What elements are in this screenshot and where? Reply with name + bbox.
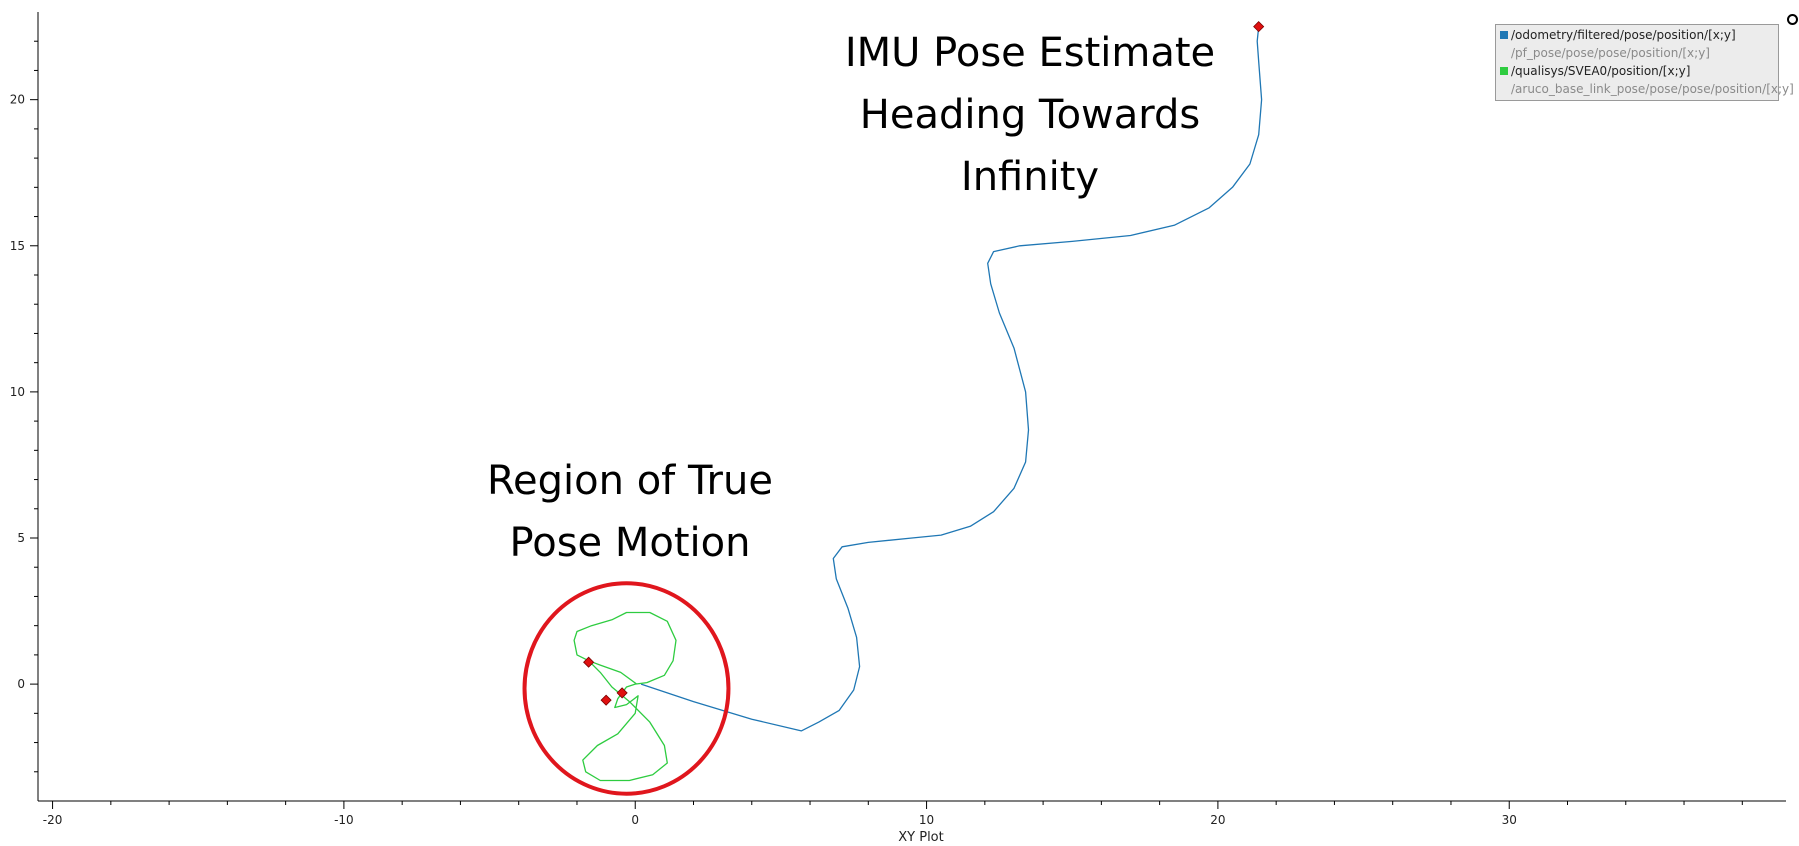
x-axis-ticks: -20 -10 0 10 20 30	[43, 801, 1517, 827]
legend-label-qualisys: /qualisys/SVEA0/position/[x;y]	[1511, 64, 1691, 78]
legend-item-qualisys[interactable]: /qualisys/SVEA0/position/[x;y]	[1496, 62, 1778, 80]
legend-label-odometry: /odometry/filtered/pose/position/[x;y]	[1511, 28, 1736, 42]
annotation-true-pose-line-2: Pose Motion	[510, 520, 751, 566]
diamond-marker	[600, 694, 612, 706]
annotation-true-pose: Region of True Pose Motion	[487, 458, 773, 566]
diamond-marker	[1253, 21, 1265, 33]
legend-label-aruco: /aruco_base_link_pose/pose/pose/position…	[1511, 82, 1794, 96]
legend-item-odometry[interactable]: /odometry/filtered/pose/position/[x;y]	[1496, 26, 1778, 44]
annotation-imu-line-2: Heading Towards	[860, 92, 1200, 138]
x-tick-label: 20	[1210, 813, 1225, 827]
legend-item-pf-pose[interactable]: /pf_pose/pose/pose/position/[x;y]	[1496, 44, 1778, 62]
highlight-circle	[522, 581, 731, 796]
series-line-0	[640, 26, 1263, 732]
y-axis-ticks: 0 5 10 15 20	[10, 93, 38, 691]
legend-label-pf-pose: /pf_pose/pose/pose/position/[x;y]	[1511, 46, 1710, 60]
plot-options-handle-icon[interactable]	[1787, 14, 1798, 25]
legend[interactable]: /odometry/filtered/pose/position/[x;y] /…	[1495, 24, 1794, 101]
y-tick-label: 0	[17, 677, 25, 691]
x-tick-label: 30	[1502, 813, 1517, 827]
series-line-2	[573, 611, 677, 782]
annotation-imu-line-1: IMU Pose Estimate	[845, 30, 1215, 76]
legend-item-aruco[interactable]: /aruco_base_link_pose/pose/pose/position…	[1496, 80, 1794, 98]
x-tick-label: -20	[43, 813, 63, 827]
annotation-imu-line-3: Infinity	[961, 154, 1099, 200]
marker-layer	[583, 21, 1265, 706]
legend-swatch-qualisys	[1500, 67, 1508, 75]
x-axis-title: XY Plot	[898, 830, 943, 845]
axis-minor-ticks	[34, 40, 1743, 805]
annotation-imu: IMU Pose Estimate Heading Towards Infini…	[845, 30, 1215, 200]
legend-swatch-pf-pose	[1500, 49, 1508, 57]
diamond-marker	[583, 656, 595, 668]
legend-swatch-aruco	[1500, 85, 1508, 93]
y-tick-label: 10	[10, 385, 25, 399]
y-tick-label: 5	[17, 531, 25, 545]
y-tick-label: 15	[10, 239, 25, 253]
x-tick-label: 10	[919, 813, 934, 827]
diamond-marker	[616, 687, 628, 699]
series-layer	[573, 26, 1263, 782]
x-tick-label: 0	[631, 813, 639, 827]
y-tick-label: 20	[10, 93, 25, 107]
annotation-true-pose-line-1: Region of True	[487, 458, 773, 504]
legend-swatch-odometry	[1500, 31, 1508, 39]
x-tick-label: -10	[334, 813, 354, 827]
